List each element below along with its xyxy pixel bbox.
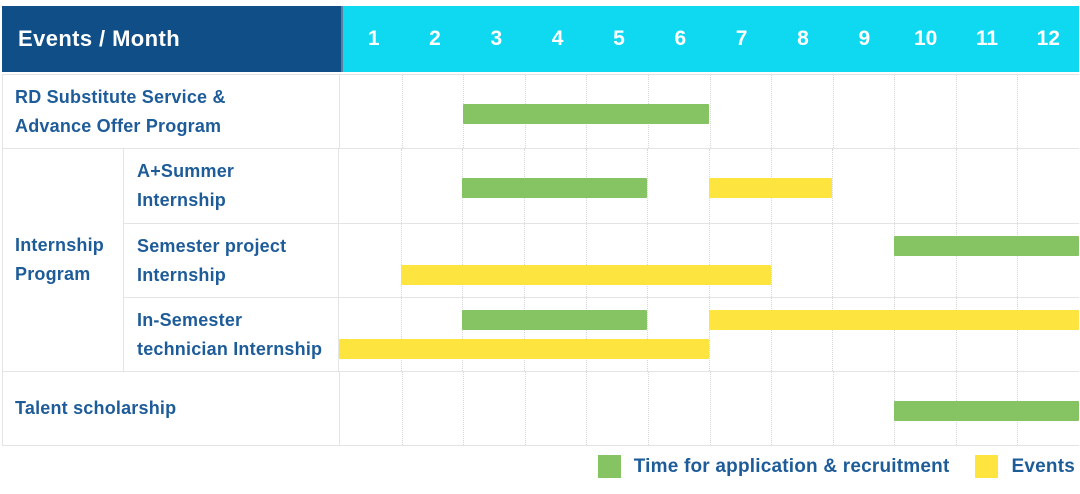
grid-column-line xyxy=(832,75,834,148)
month-header-cell: 3 xyxy=(490,27,503,50)
grid-column-line xyxy=(894,298,895,371)
month-header-cell: 7 xyxy=(735,27,748,50)
row-timeline-in-semester xyxy=(339,298,1079,371)
month-header-cell: 2 xyxy=(429,27,441,50)
grid-column-line xyxy=(463,372,465,445)
grid-column-line xyxy=(524,224,525,297)
grid-column-line xyxy=(647,149,649,223)
grid-column-line xyxy=(709,372,711,445)
gantt-bar-events xyxy=(400,265,771,285)
table-row-rd-substitute: RD Substitute Service & Advance Offer Pr… xyxy=(3,74,1079,148)
month-header-cell: 12 xyxy=(1036,27,1060,50)
grid-column-line xyxy=(647,372,649,445)
month-header-cell: 9 xyxy=(858,27,871,50)
legend-label-events: Events xyxy=(1011,455,1075,477)
grid-column-line xyxy=(462,224,464,297)
grid-column-line xyxy=(832,298,834,371)
grid-column-line xyxy=(585,298,587,371)
row-label-a-summer: A+Summer Internship xyxy=(124,149,339,223)
events-month-title: Events / Month xyxy=(18,26,181,51)
row-timeline-rd-substitute xyxy=(340,75,1079,148)
month-header-cell: 6 xyxy=(674,27,687,50)
table-body: RD Substitute Service & Advance Offer Pr… xyxy=(2,74,1079,446)
row-label-semester-project: Semester project Internship xyxy=(124,224,339,297)
month-header-cell: 5 xyxy=(613,27,625,50)
month-header-cell: 10 xyxy=(913,27,938,50)
gantt-table: Events / Month 1 2 3 4 5 6 7 8 9 10 11 12 RD Substi… xyxy=(2,6,1079,446)
grid-column-line xyxy=(401,75,403,148)
grid-column-line xyxy=(647,298,649,371)
grid-column-line xyxy=(524,372,526,445)
grid-column-line xyxy=(832,149,834,223)
grid-column-line xyxy=(1017,298,1019,371)
grid-column-line xyxy=(771,75,773,148)
legend-swatch-application xyxy=(597,455,621,478)
group-label-internship-program: Internship Program xyxy=(3,149,124,371)
grid-column-line xyxy=(709,224,710,297)
grid-column-line xyxy=(955,75,957,148)
grid-column-line xyxy=(955,224,957,297)
table-row-semester-project: Semester project Internship xyxy=(124,223,1079,297)
grid-column-line xyxy=(462,298,464,371)
grid-column-line xyxy=(585,224,587,297)
gantt-bar-application xyxy=(894,236,1079,256)
group-rows: A+Summer Internship Semester project Int… xyxy=(124,149,1079,371)
row-timeline-talent-scholarship xyxy=(340,372,1079,445)
month-header-row: 1 2 3 4 5 6 7 8 9 10 11 12 xyxy=(341,6,1079,72)
events-month-header-cell: Events / Month xyxy=(2,6,341,72)
grid-column-line xyxy=(770,224,772,297)
grid-column-line xyxy=(955,298,957,371)
table-header-row: Events / Month 1 2 3 4 5 6 7 8 9 10 11 12 xyxy=(2,6,1079,72)
grid-column-line xyxy=(770,298,772,371)
month-header-cell: 4 xyxy=(551,27,564,50)
table-row-talent-scholarship: Talent scholarship xyxy=(3,371,1079,445)
gantt-bar-application xyxy=(463,104,710,124)
grid-column-line xyxy=(709,298,710,371)
grid-column-line xyxy=(894,149,895,223)
gantt-bar-events xyxy=(339,339,709,359)
month-header-cell: 8 xyxy=(797,27,809,50)
legend-swatch-events xyxy=(975,455,999,478)
grid-column-line xyxy=(400,298,402,371)
row-timeline-a-summer xyxy=(339,149,1079,223)
grid-column-line xyxy=(586,372,588,445)
legend: Time for application & recruitment Event… xyxy=(0,455,1075,478)
gantt-bar-events xyxy=(709,310,1079,330)
grid-column-line xyxy=(894,224,895,297)
grid-column-line xyxy=(400,149,402,223)
month-header-cell: 1 xyxy=(367,27,380,50)
grid-column-line xyxy=(832,372,834,445)
gantt-bar-application xyxy=(462,310,648,330)
table-row-in-semester: In-Semester technician Internship xyxy=(124,297,1079,371)
grid-column-line xyxy=(771,372,773,445)
legend-label-application: Time for application & recruitment xyxy=(633,455,950,477)
grid-column-line xyxy=(709,75,711,148)
month-header-cell: 11 xyxy=(975,27,999,50)
gantt-bar-application xyxy=(462,178,648,198)
table-row-a-summer: A+Summer Internship xyxy=(124,149,1079,223)
grid-column-line xyxy=(647,224,649,297)
grid-column-line xyxy=(1017,75,1019,148)
row-label-talent-scholarship: Talent scholarship xyxy=(3,372,340,445)
grid-column-line xyxy=(400,224,402,297)
row-label-rd-substitute: RD Substitute Service & Advance Offer Pr… xyxy=(3,75,340,148)
grid-column-line xyxy=(524,298,525,371)
grid-column-line xyxy=(832,224,834,297)
gantt-bar-events xyxy=(709,178,833,198)
gantt-bar-application xyxy=(894,401,1079,421)
grid-column-line xyxy=(955,149,957,223)
grid-column-line xyxy=(1017,224,1019,297)
row-label-in-semester: In-Semester technician Internship xyxy=(124,298,339,371)
row-timeline-semester-project xyxy=(339,224,1079,297)
grid-column-line xyxy=(1017,149,1019,223)
grid-column-line xyxy=(894,75,896,148)
table-group-internship-program: Internship Program A+Summer Internship S… xyxy=(3,148,1079,371)
grid-column-line xyxy=(401,372,403,445)
